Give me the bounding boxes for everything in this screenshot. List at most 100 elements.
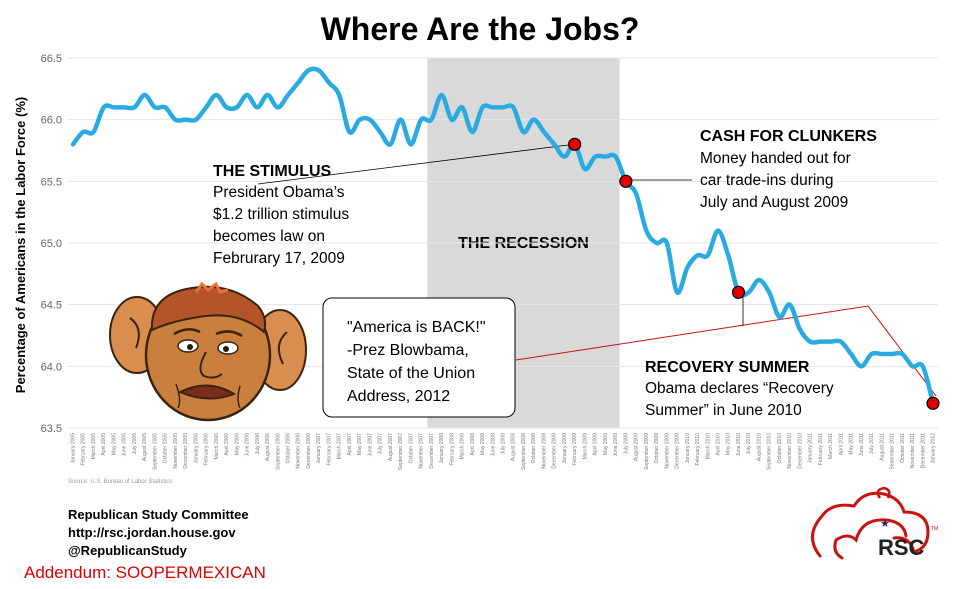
x-tick-label: April 2007 <box>347 433 353 456</box>
x-tick-label: January 2012 <box>931 433 937 464</box>
caricature-face <box>109 281 307 422</box>
x-tick-label: October 2010 <box>777 433 783 464</box>
recovery-line-1: Obama declares “Recovery <box>645 380 834 397</box>
y-tick-label: 66.5 <box>41 53 62 65</box>
x-tick-label: August 2011 <box>879 433 885 461</box>
x-tick-label: May 2011 <box>849 433 855 455</box>
recovery-annotation: RECOVERY SUMMER Obama declares “Recovery… <box>645 359 834 419</box>
x-tick-label: September 2005 <box>152 433 158 470</box>
x-tick-label: September 2007 <box>398 433 404 470</box>
y-axis-ticks: 63.5 64.0 64.5 65.0 65.5 66.0 66.5 <box>41 53 62 435</box>
x-tick-label: February 2005 <box>81 433 87 466</box>
x-tick-label: June 2008 <box>490 433 496 457</box>
x-tick-label: June 2006 <box>245 433 251 457</box>
x-tick-label: January 2005 <box>71 433 77 464</box>
clunkers-line-3: July and August 2009 <box>700 194 848 211</box>
stimulus-line-2: $1.2 trillion stimulus <box>213 206 349 223</box>
x-tick-label: November 2005 <box>173 433 179 469</box>
chart-title: Where Are the Jobs? <box>321 11 640 47</box>
y-tick-label: 65.5 <box>41 176 62 188</box>
x-tick-label: May 2009 <box>603 433 609 455</box>
x-tick-label: July 2008 <box>501 433 507 455</box>
event-marker <box>568 137 582 151</box>
x-tick-label: January 2010 <box>685 433 691 464</box>
x-tick-label: March 2009 <box>582 433 588 460</box>
x-tick-label: February 2010 <box>695 433 701 466</box>
x-tick-label: October 2008 <box>531 433 537 464</box>
logo-star-icon: ★ <box>880 518 890 530</box>
x-tick-label: December 2011 <box>920 433 926 468</box>
x-tick-label: October 2005 <box>163 433 169 464</box>
stimulus-line-4: Februrary 17, 2009 <box>213 250 345 267</box>
event-marker <box>731 285 746 299</box>
x-tick-label: September 2006 <box>275 433 281 470</box>
x-tick-label: June 2005 <box>122 433 128 457</box>
x-tick-label: June 2011 <box>859 433 865 456</box>
x-tick-label: April 2009 <box>593 433 599 456</box>
x-tick-label: November 2009 <box>664 433 670 469</box>
x-tick-label: July 2006 <box>255 433 261 455</box>
x-axis-ticks: January 2005 February 2005 March 2005 April… <box>71 433 937 470</box>
x-tick-label: November 2010 <box>787 433 793 469</box>
x-tick-label: May 2006 <box>234 433 240 455</box>
logo-tm: TM <box>931 526 938 532</box>
source-note: Source: U.S. Bureau of Labor Statistics <box>68 479 172 485</box>
quote-box-frame <box>322 297 516 418</box>
clunkers-line-1: Money handed out for <box>700 150 851 167</box>
rsc-logo: ★ RSC TM <box>811 486 938 560</box>
quote-line-3: State of the Union <box>347 365 475 382</box>
stimulus-leader-line <box>257 143 577 185</box>
x-tick-label: June 2007 <box>367 433 373 457</box>
y-axis-label: Percentage of Americans in the Labor For… <box>13 97 28 393</box>
x-tick-label: July 2005 <box>132 433 138 455</box>
x-tick-label: April 2005 <box>101 433 107 456</box>
x-tick-label: August 2009 <box>634 433 640 461</box>
x-tick-label: December 2005 <box>183 433 189 469</box>
x-tick-label: November 2011 <box>910 433 916 468</box>
x-tick-label: March 2008 <box>460 433 466 460</box>
x-tick-label: February 2008 <box>449 433 455 466</box>
x-tick-label: January 2009 <box>562 433 568 464</box>
x-tick-label: May 2007 <box>357 433 363 455</box>
footer-url[interactable]: http://rsc.jordan.house.gov <box>68 525 236 540</box>
clunkers-annotation: CASH FOR CLUNKERS Money handed out for c… <box>700 128 877 211</box>
recovery-heading: RECOVERY SUMMER <box>645 359 810 376</box>
y-tick-label: 65.0 <box>41 238 62 250</box>
x-tick-label: October 2006 <box>286 433 292 464</box>
x-tick-label: July 2007 <box>378 433 384 455</box>
quote-line-4: Address, 2012 <box>347 388 450 405</box>
clunkers-heading: CASH FOR CLUNKERS <box>700 128 877 145</box>
x-tick-label: March 2011 <box>828 433 834 459</box>
y-tick-label: 66.0 <box>41 115 62 127</box>
x-tick-label: August 2010 <box>756 433 762 461</box>
x-tick-label: January 2011 <box>808 433 814 463</box>
x-tick-label: December 2008 <box>552 433 558 469</box>
x-tick-label: April 2006 <box>224 433 230 456</box>
x-tick-label: June 2009 <box>613 433 619 457</box>
event-markers <box>568 137 940 410</box>
x-tick-label: March 2010 <box>705 433 711 460</box>
x-tick-label: November 2006 <box>296 433 302 469</box>
recovery-line-2: Summer” in June 2010 <box>645 402 802 419</box>
y-tick-label: 63.5 <box>41 423 62 435</box>
x-tick-label: December 2006 <box>306 433 312 469</box>
x-tick-label: December 2009 <box>675 433 681 469</box>
footer-handle[interactable]: @RepublicanStudy <box>68 543 187 558</box>
stimulus-line-1: President Obama’s <box>213 184 345 201</box>
x-tick-label: December 2007 <box>429 433 435 469</box>
x-tick-label: February 2006 <box>204 433 210 466</box>
quote-line-2: -Prez Blowbama, <box>347 342 469 359</box>
x-tick-label: September 2009 <box>644 433 650 470</box>
x-tick-label: May 2010 <box>726 433 732 455</box>
x-tick-label: September 2008 <box>521 433 527 470</box>
event-marker <box>619 174 633 188</box>
clunkers-line-2: car trade-ins during <box>700 172 834 189</box>
y-tick-label: 64.0 <box>41 361 62 373</box>
x-tick-label: March 2005 <box>91 433 97 460</box>
x-tick-label: June 2010 <box>736 433 742 457</box>
x-tick-label: August 2006 <box>265 433 271 461</box>
x-tick-label: July 2011 <box>869 433 875 454</box>
x-tick-label: November 2008 <box>541 433 547 469</box>
x-tick-label: April 2008 <box>470 433 476 456</box>
x-tick-label: July 2010 <box>746 433 752 455</box>
